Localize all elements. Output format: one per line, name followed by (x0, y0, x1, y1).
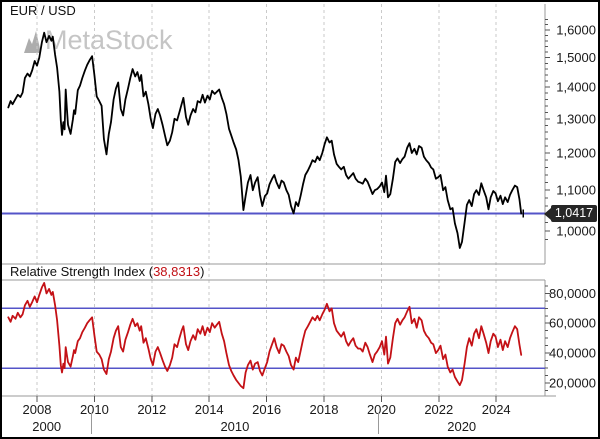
price-line (7, 31, 523, 249)
symbol-title: EUR / USD (10, 3, 76, 18)
rsi-title: Relative Strength Index (38,8313) (10, 264, 204, 279)
x-axis-decade-label: 2010 (220, 419, 249, 434)
main-y-axis-label: 1,2000 (556, 146, 596, 161)
rsi-current-value: 38,8313 (153, 264, 201, 279)
rsi-y-axis-label: 80,0000 (549, 286, 596, 301)
main-y-axis-label: 1,6000 (556, 22, 596, 37)
rsi-y-axis: 20,0000 40,0000 60,0000 80,0000 (545, 285, 596, 391)
main-y-axis-label: 1,0000 (556, 224, 596, 239)
main-y-axis-label: 1,3000 (556, 111, 596, 126)
x-axis-year-label: 2022 (424, 402, 453, 417)
x-axis-decade-label: 2000 (32, 419, 61, 434)
x-axis-decade-label: 2020 (447, 419, 476, 434)
x-axis-year-label: 2018 (310, 402, 339, 417)
x-axis: 2008 2010 2012 2014 2016 2018 2020 2022 2024 2000… (23, 396, 511, 434)
x-axis-year-label: 2014 (195, 402, 224, 417)
main-y-axis-label: 1,5000 (556, 50, 596, 65)
x-axis-year-label: 2010 (80, 402, 109, 417)
main-y-axis-label: 1,1000 (556, 183, 596, 198)
main-y-axis: 1,0000 1,1000 1,2000 1,3000 1,4000 1,5000 1,60… (545, 18, 596, 241)
rsi-y-axis-label: 20,0000 (549, 376, 596, 391)
rsi-title-suffix: ) (200, 264, 205, 279)
last-price-badge: 1,0417 (544, 205, 597, 222)
main-y-axis-label: 1,4000 (556, 80, 596, 95)
rsi-title-prefix: Relative Strength Index ( (10, 264, 154, 279)
x-axis-year-label: 2024 (482, 402, 511, 417)
level-lines (2, 212, 545, 369)
x-axis-year-label: 2012 (137, 402, 166, 417)
x-axis-year-label: 2008 (23, 402, 52, 417)
x-axis-year-label: 2016 (252, 402, 281, 417)
rsi-y-axis-label: 40,0000 (549, 346, 596, 361)
rsi-line (7, 282, 523, 390)
rsi-y-axis-label: 60,0000 (549, 316, 596, 331)
x-axis-year-label: 2020 (367, 402, 396, 417)
